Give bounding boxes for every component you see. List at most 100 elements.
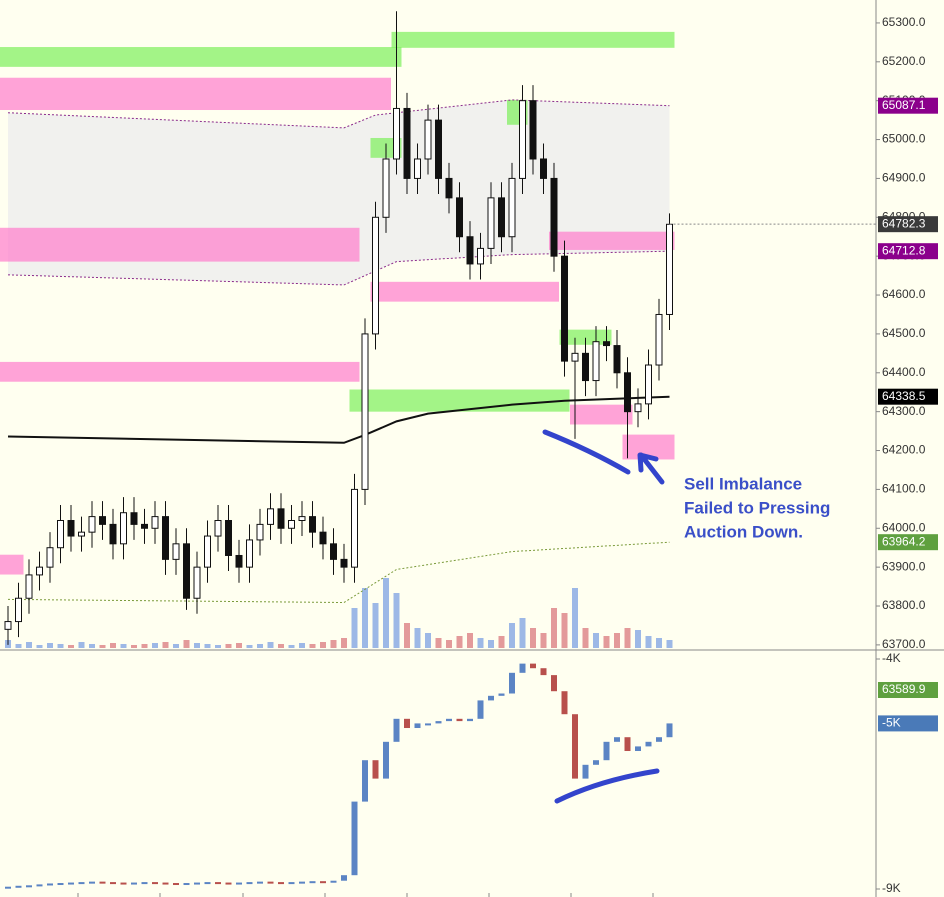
delta-bar [551, 675, 557, 692]
delta-bar [194, 882, 200, 885]
delta-bar [393, 718, 400, 742]
y-tick-label: 64300.0 [882, 404, 926, 418]
delta-bar [68, 882, 74, 885]
candle-body [414, 158, 421, 179]
y-tick-label: 64100.0 [882, 482, 926, 496]
imbalance-zone [549, 231, 675, 250]
imbalance-zone [570, 404, 633, 425]
y-tick-label: 65000.0 [882, 132, 926, 146]
candle-body [340, 558, 348, 568]
volume-bar [36, 645, 43, 648]
candle-body [246, 539, 253, 568]
volume-bar [288, 645, 295, 648]
volume-bar [309, 644, 316, 648]
candle-body [592, 341, 600, 382]
volume-bar [162, 642, 169, 648]
delta-bar [57, 883, 64, 886]
candle-body [645, 364, 652, 405]
volume-bar [183, 640, 190, 648]
time-ticks [77, 893, 654, 897]
delta-bar [236, 882, 242, 885]
candle-body [88, 516, 96, 533]
volume-bar [572, 588, 578, 648]
volume-bar [120, 644, 127, 648]
delta-bar [519, 663, 526, 673]
volume-bar [257, 644, 263, 648]
delta-bar [120, 882, 127, 885]
imbalance-zone [0, 227, 360, 262]
delta-bar [15, 885, 22, 888]
candle-body [141, 523, 148, 529]
imbalance-zone [0, 554, 24, 575]
volume-bar [645, 636, 652, 648]
delta-bar [509, 672, 515, 694]
y-tick-label: 63800.0 [882, 598, 926, 612]
annotation: Failed to Pressing [684, 498, 830, 517]
volume-bar [362, 588, 368, 648]
y-tick-label: 64400.0 [882, 365, 926, 379]
volume-bar [519, 618, 526, 648]
candle-body [540, 158, 547, 179]
volume-bar [215, 645, 221, 648]
candle-body [25, 574, 33, 599]
candle-body [46, 547, 54, 568]
delta-bar [341, 875, 347, 881]
candle-body [351, 488, 358, 568]
delta-bar [162, 882, 169, 885]
imbalance-zone [349, 389, 570, 412]
volume-bar [477, 638, 484, 648]
volume-bar [68, 645, 74, 648]
candle-body [319, 531, 327, 545]
candle-body [225, 519, 232, 556]
candle-body [498, 197, 505, 238]
candle-body [36, 566, 43, 576]
delta-bar [299, 881, 305, 884]
volume-bar [152, 643, 158, 648]
y-tick-label: 65300.0 [882, 15, 926, 29]
volume-bar [425, 633, 431, 648]
candle-body [361, 333, 369, 490]
delta-bar [131, 882, 137, 885]
candle-body [550, 177, 558, 257]
volume-bar [582, 628, 589, 648]
indicator-label-box [878, 682, 938, 698]
candle-body [162, 516, 169, 560]
delta-bar [467, 718, 473, 722]
volume-bar [99, 645, 106, 648]
delta-bar [530, 663, 536, 669]
candle-body [393, 107, 400, 160]
volume-bar [530, 628, 536, 648]
volume-bar [194, 643, 200, 648]
y-tick-label: 64500.0 [882, 326, 926, 340]
candle-body [603, 341, 610, 347]
delta-bar [582, 764, 589, 779]
candle-body [256, 523, 264, 541]
price-label-box [878, 216, 938, 233]
volume-bar [635, 630, 641, 648]
candle-body [466, 236, 474, 265]
candle-body [519, 100, 526, 179]
volume-bar [551, 608, 557, 648]
candle-body [477, 247, 484, 265]
delta-bar [225, 882, 232, 885]
delta-bar [656, 737, 662, 742]
candle-body [582, 352, 589, 382]
candle-body [67, 519, 75, 537]
volume-bar [393, 593, 400, 648]
imbalance-zone [0, 361, 360, 382]
delta-bar [173, 883, 179, 886]
volume-bar [131, 645, 137, 648]
candle-body [4, 621, 12, 630]
imbalance-zone [391, 31, 675, 48]
candle-body [424, 119, 432, 160]
price-label: 63964.2 [882, 534, 926, 548]
volume-bar [414, 628, 421, 648]
volume-bar [15, 644, 22, 648]
y-tick-label: 64200.0 [882, 443, 926, 457]
delta-bar [320, 881, 326, 884]
delta-bar [404, 718, 410, 729]
y-tick-label: -9K [882, 881, 901, 895]
candle-body [624, 372, 631, 413]
indicator-label: 63589.9 [882, 682, 926, 696]
volume-bar [89, 644, 95, 648]
